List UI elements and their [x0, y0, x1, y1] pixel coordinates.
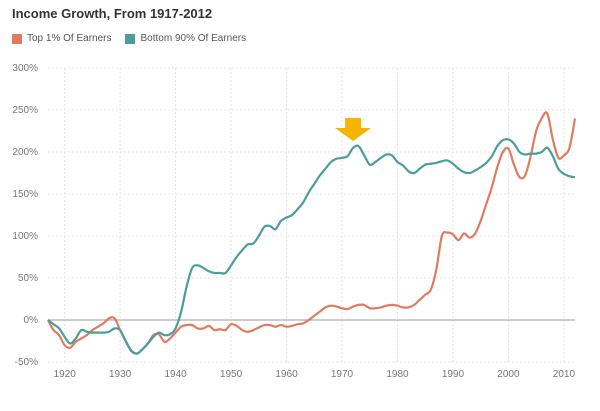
legend-label-bottom90: Bottom 90% Of Earners [140, 33, 247, 44]
y-tick-label: 150% [12, 189, 38, 200]
x-tick-label: 1940 [164, 369, 187, 380]
legend-swatch-top1 [12, 33, 22, 44]
chart-title: Income Growth, From 1917-2012 [12, 6, 213, 21]
legend-item-bottom90[interactable]: Bottom 90% Of Earners [125, 33, 246, 44]
legend: Top 1% Of Earners Bottom 90% Of Earners [12, 33, 246, 44]
x-tick-label: 1980 [386, 369, 409, 380]
legend-item-top1[interactable]: Top 1% Of Earners [12, 33, 111, 44]
y-tick-label: -50% [15, 357, 38, 368]
x-tick-label: 1950 [220, 369, 243, 380]
x-tick-label: 2000 [497, 369, 520, 380]
x-tick-label: 2010 [553, 369, 576, 380]
x-tick-label: 1930 [109, 369, 132, 380]
y-tick-label: 100% [12, 231, 38, 242]
y-tick-label: 300% [12, 63, 38, 74]
down-arrow-icon [335, 118, 372, 141]
x-tick-label: 1920 [54, 369, 77, 380]
y-tick-label: 200% [12, 147, 38, 158]
y-tick-label: 250% [12, 105, 38, 116]
legend-swatch-bottom90 [125, 33, 136, 44]
legend-label-top1: Top 1% Of Earners [27, 33, 112, 44]
x-tick-label: 1960 [275, 369, 298, 380]
y-tick-label: 50% [18, 273, 38, 284]
y-tick-label: 0% [24, 315, 39, 326]
series-line-bottom90 [47, 138, 576, 355]
x-tick-label: 1970 [331, 369, 354, 380]
x-tick-label: 1990 [442, 369, 465, 380]
